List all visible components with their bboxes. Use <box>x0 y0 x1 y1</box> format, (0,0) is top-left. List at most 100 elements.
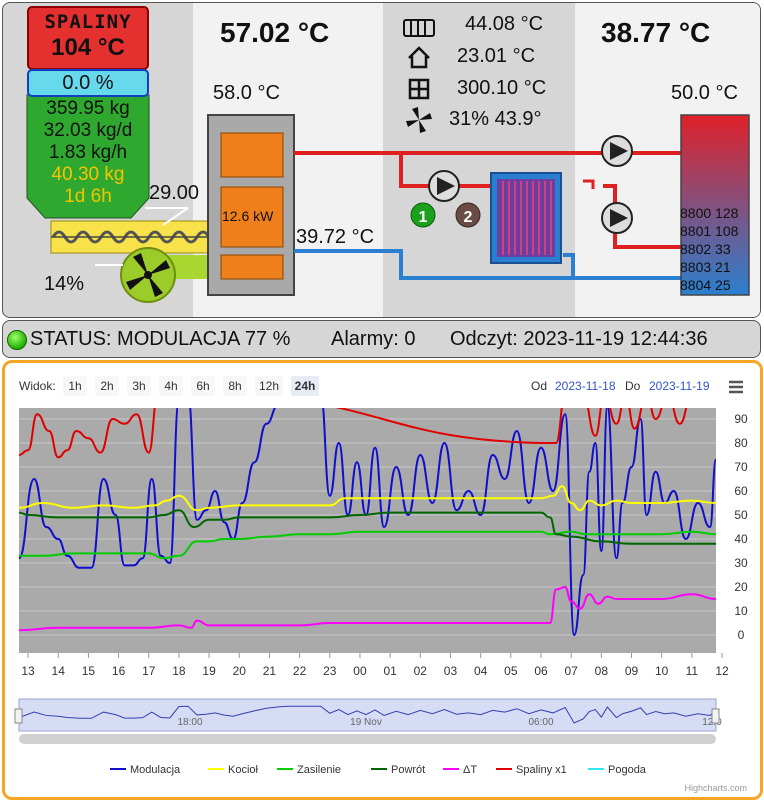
tank-reading: 8801 108 <box>680 223 739 239</box>
x-tick-label: 10 <box>655 664 669 678</box>
y-tick-label: 40 <box>734 532 748 546</box>
legend-item[interactable]: Kocioł <box>208 764 259 776</box>
x-tick-label: 03 <box>444 664 458 678</box>
x-tick-label: 07 <box>564 664 578 678</box>
window-reading: 300.10 °C <box>457 77 547 99</box>
navigator-handle-right[interactable] <box>711 708 720 724</box>
flue-gas-box: SPALINY 104 °C <box>27 6 149 70</box>
fuel-remaining: 40.30 kg <box>51 164 125 185</box>
x-tick-label: 00 <box>353 664 367 678</box>
y-tick-label: 70 <box>734 460 748 474</box>
legend-item[interactable]: Zasilenie <box>277 764 341 776</box>
y-tick-label: 90 <box>734 412 748 426</box>
zoom-button-label[interactable]: 3h <box>132 379 145 393</box>
to-label: Do <box>625 379 641 393</box>
zoom-button-4h[interactable] <box>159 376 183 396</box>
x-tick-label: 15 <box>82 664 96 678</box>
to-date[interactable]: 2023-11-19 <box>649 379 710 393</box>
status-label: STATUS: MODULACJA 77 % <box>30 328 291 350</box>
y-tick-label: 0 <box>738 628 745 642</box>
series-line--t[interactable] <box>19 585 716 632</box>
x-tick-label: 18 <box>172 664 186 678</box>
zoom-button-3h[interactable] <box>127 376 151 396</box>
legend-item[interactable]: Pogoda <box>588 764 647 776</box>
fan-speed: 14% <box>44 273 85 295</box>
radiator-icon <box>403 19 435 37</box>
series-line-modulacja[interactable] <box>19 395 716 637</box>
zoom-button-label[interactable]: 8h <box>228 379 241 393</box>
zoom-button-6h[interactable] <box>191 376 215 396</box>
series-line-kocio-[interactable] <box>19 485 716 512</box>
legend-label: Pogoda <box>608 764 647 776</box>
return-pipe <box>294 249 683 280</box>
y-tick-label: 10 <box>734 604 748 618</box>
tank-reading: 8804 25 <box>680 277 731 293</box>
zoom-button-label[interactable]: 2h <box>100 379 113 393</box>
x-tick-label: 02 <box>414 664 428 678</box>
flue-gas-value: 104 °C <box>51 34 125 61</box>
legend-label: ΔT <box>463 764 477 776</box>
navigator-label: 19 Nov <box>350 717 382 728</box>
zoom-button-label[interactable]: 12h <box>259 379 279 393</box>
navigator-handle-left[interactable] <box>14 708 23 724</box>
x-tick-label: 14 <box>52 664 66 678</box>
navigator-scrollbar[interactable] <box>19 734 716 744</box>
pump-icon <box>601 135 633 167</box>
tank-readings: 8800 128 8801 108 8802 33 8803 21 8804 2… <box>680 204 738 294</box>
status-led-icon <box>7 330 27 350</box>
series-line-zasilenie[interactable] <box>19 530 716 560</box>
status-bar: STATUS: MODULACJA 77 % Alarmy: 0 Odczyt:… <box>2 320 761 358</box>
feeder-value: 29.00 <box>149 182 200 204</box>
pump-icon <box>428 170 460 202</box>
legend-item[interactable]: Spaliny x1 <box>496 764 567 776</box>
legend-item[interactable]: ΔT <box>443 764 477 776</box>
fan-icon <box>120 247 176 303</box>
fuel-time-left: 1d 6h <box>64 186 112 207</box>
series-line-spaliny-x1[interactable] <box>19 395 716 459</box>
pump-2-label: 2 <box>464 209 473 226</box>
navigator-label: 18:00 <box>177 717 202 728</box>
zoom-button-24h[interactable] <box>291 376 319 396</box>
from-date[interactable]: 2023-11-18 <box>555 379 616 393</box>
boiler-setpoint: 58.0 °C <box>213 82 280 104</box>
series-line-powr-t[interactable] <box>19 509 716 545</box>
fuel-stats: 359.95 kg 32.03 kg/d 1.83 kg/h 40.30 kg … <box>27 98 149 208</box>
zoom-button-1h[interactable] <box>63 376 87 396</box>
tank-setpoint: 50.0 °C <box>671 82 738 104</box>
y-tick-label: 20 <box>734 580 748 594</box>
x-tick-label: 08 <box>595 664 609 678</box>
zoom-button-label[interactable]: 24h <box>295 379 316 393</box>
history-chart: Widok: 1h 2h 3h 4h 6h 8h 12h 24h Od 2023-11-18 … <box>14 376 748 793</box>
x-tick-label: 19 <box>202 664 216 678</box>
x-tick-label: 20 <box>233 664 247 678</box>
zoom-button-label[interactable]: 6h <box>196 379 209 393</box>
dhw-temperature: 38.77 °C <box>601 17 711 48</box>
boiler-chamber-bottom <box>220 254 284 280</box>
zoom-button-8h[interactable] <box>223 376 247 396</box>
legend-item[interactable]: Powrót <box>371 764 425 776</box>
navigator-series <box>18 705 717 724</box>
zoom-button-12h[interactable] <box>255 376 283 396</box>
legend-label: Modulacja <box>130 764 181 776</box>
x-tick-label: 22 <box>293 664 307 678</box>
from-label: Od <box>531 379 547 393</box>
x-tick-label: 17 <box>142 664 156 678</box>
legend-label: Kocioł <box>228 764 259 776</box>
zoom-button-label[interactable]: 1h <box>68 379 81 393</box>
y-tick-label: 50 <box>734 508 748 522</box>
credits-link[interactable]: Highcharts.com <box>684 783 747 793</box>
window-icon <box>408 78 430 100</box>
legend-label: Zasilenie <box>297 764 341 776</box>
screw-icon <box>51 230 211 244</box>
pump-1-badge <box>410 202 436 228</box>
zoom-button-label[interactable]: 4h <box>164 379 177 393</box>
view-label: Widok: <box>19 379 56 393</box>
x-tick-label: 21 <box>263 664 277 678</box>
zoom-button-2h[interactable] <box>95 376 119 396</box>
boiler-temperature: 57.02 °C <box>220 17 330 48</box>
x-tick-label: 06 <box>534 664 548 678</box>
tank-reading: 8800 128 <box>680 205 739 221</box>
menu-icon[interactable] <box>725 377 747 397</box>
legend-item[interactable]: Modulacja <box>110 764 181 776</box>
tank-reading: 8802 33 <box>680 241 731 257</box>
